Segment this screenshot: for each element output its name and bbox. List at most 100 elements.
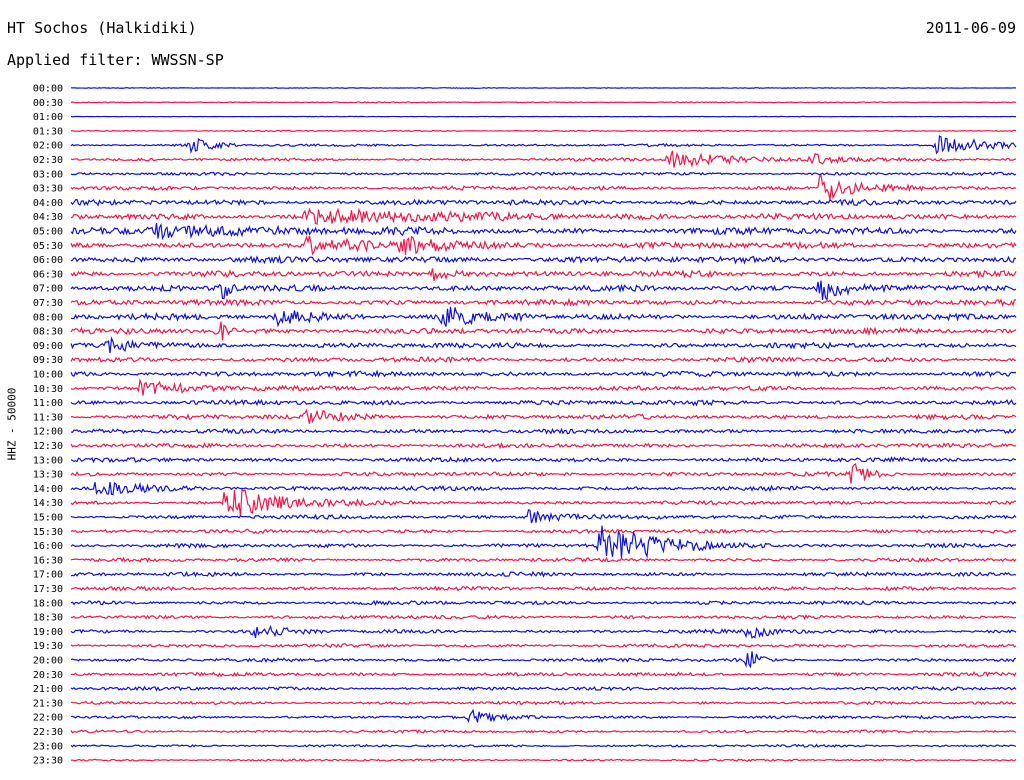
trace-row-0300 [70,171,1017,177]
trace-row-0930 [70,355,1017,364]
trace-row-1000 [70,369,1017,379]
trace-row-1530 [70,528,1017,535]
trace-row-1300 [70,456,1017,464]
trace-row-0500 [70,222,1017,241]
filter-line: Applied filter: WWSSN-SP [7,51,224,69]
time-label: 09:30 [33,355,63,366]
trace-row-0330 [70,173,1017,200]
trace-row-1030 [70,378,1017,396]
time-label: 21:30 [33,698,63,709]
trace-row-0100 [70,115,1016,118]
time-label: 12:30 [33,441,63,452]
trace-row-0830 [70,321,1017,341]
trace-row-2330 [70,758,1017,763]
time-label: 03:00 [33,169,63,180]
time-label: 16:00 [33,541,63,552]
trace-row-0630 [70,268,1017,281]
trace-row-1430 [70,488,1017,517]
date-label: 2011-06-09 [925,19,1016,37]
trace-row-1400 [70,481,1017,496]
trace-row-1730 [70,585,1017,592]
trace-row-1830 [70,614,1017,621]
trace-row-1600 [70,525,1017,559]
time-label: 20:00 [33,656,63,667]
time-label: 02:00 [33,141,63,152]
trace-row-1500 [70,509,1017,524]
time-label: 23:30 [33,756,63,767]
trace-row-1930 [70,642,1017,649]
time-label: 22:00 [33,713,63,724]
trace-row-0200 [70,135,1017,155]
trace-row-0530 [70,235,1017,256]
trace-row-2230 [70,729,1017,734]
trace-row-2300 [70,743,1017,748]
trace-row-0000 [70,86,1017,89]
time-label: 04:00 [33,198,63,209]
time-label: 23:00 [33,741,63,752]
trace-row-0130 [70,129,1017,133]
trace-row-0430 [70,207,1017,225]
trace-row-2100 [70,685,1017,692]
time-label: 11:30 [33,412,63,423]
time-label: 13:30 [33,470,63,481]
trace-row-2130 [70,700,1017,706]
time-label: 17:00 [33,570,63,581]
trace-row-0400 [70,198,1017,207]
time-label: 08:00 [33,312,63,323]
trace-row-1100 [70,398,1017,407]
trace-row-0230 [70,150,1017,169]
time-label: 06:00 [33,255,63,266]
trace-row-0700 [70,280,1017,302]
trace-row-2200 [70,708,1017,723]
trace-row-2000 [70,651,1017,669]
time-label: 14:30 [33,498,63,509]
time-label: 18:00 [33,598,63,609]
filter-name: WWSSN-SP [151,51,224,69]
time-label: 07:30 [33,298,63,309]
trace-row-1900 [70,624,1017,639]
time-label: 07:00 [33,284,63,295]
trace-row-0730 [70,297,1017,307]
time-label: 03:30 [33,184,63,195]
time-label: 09:00 [33,341,63,352]
time-label: 00:30 [33,98,63,109]
time-label: 16:30 [33,555,63,566]
time-label: 01:00 [33,112,63,123]
trace-row-1330 [70,463,1017,484]
trace-row-1230 [70,441,1017,450]
trace-row-1700 [70,570,1017,578]
time-label: 13:00 [33,455,63,466]
trace-row-1200 [70,427,1017,435]
trace-row-0030 [70,101,1017,104]
trace-row-1630 [70,556,1017,563]
trace-row-0900 [70,336,1017,354]
time-label: 19:30 [33,641,63,652]
trace-row-1800 [70,599,1017,607]
time-label: 05:00 [33,227,63,238]
time-label: 00:00 [33,84,63,95]
time-label: 15:30 [33,527,63,538]
trace-row-1130 [70,408,1017,424]
time-label: 05:30 [33,241,63,252]
time-label: 18:30 [33,613,63,624]
time-label: 20:30 [33,670,63,681]
time-label: 11:00 [33,398,63,409]
station-title: HT Sochos (Halkidiki) [7,19,197,37]
time-label: 21:00 [33,684,63,695]
time-label: 06:30 [33,269,63,280]
time-label-group: 00:00 00:30 01:00 01:30 02:00 02:30 03:00 03:30… [33,84,63,767]
filter-label: Applied filter: [7,51,143,69]
time-label: 22:30 [33,727,63,738]
time-label: 14:00 [33,484,63,495]
time-label: 17:30 [33,584,63,595]
trace-row-0600 [70,254,1017,265]
time-label: 02:30 [33,155,63,166]
time-label: 10:30 [33,384,63,395]
time-label: 12:00 [33,427,63,438]
trace-group [70,86,1017,763]
time-label: 01:30 [33,126,63,137]
time-label: 04:30 [33,212,63,223]
trace-row-2030 [70,671,1017,678]
time-label: 19:00 [33,627,63,638]
